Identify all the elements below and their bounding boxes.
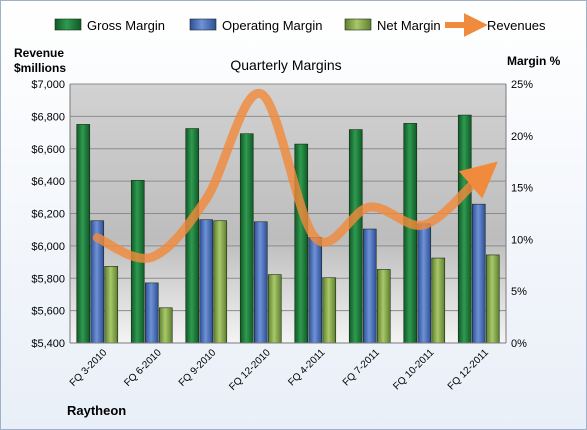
legend-label: Operating Margin: [222, 18, 322, 33]
operating-margin-bar: [144, 282, 159, 344]
right-tick-label: 5%: [511, 286, 527, 298]
net-margin-bar: [322, 277, 337, 344]
gross-margin-bar: [294, 143, 309, 344]
right-tick-label: 0%: [511, 338, 527, 350]
legend-gross-margin: Gross Margin: [54, 18, 165, 33]
operating-margin-bar: [253, 221, 268, 344]
gross-margin-bar: [457, 114, 472, 344]
right-tick-label: 10%: [511, 234, 533, 246]
gross-margin-bar: [348, 129, 363, 344]
category-label: FQ 10-2011: [391, 347, 436, 392]
chart-title: Quarterly Margins: [230, 57, 341, 73]
legend-swatch: [54, 18, 82, 31]
revenues-line: [92, 89, 498, 263]
legend-label: Revenues: [487, 18, 546, 33]
operating-margin-bar: [308, 237, 323, 344]
category-label: FQ 4-2011: [286, 347, 327, 388]
company-label: Raytheon: [67, 403, 126, 418]
net-margin-bar: [158, 307, 173, 344]
legend-label: Net Margin: [377, 18, 441, 33]
left-axis-title-line1: Revenue: [14, 46, 64, 60]
left-tick-label: $6,400: [31, 176, 65, 188]
net-margin-bar: [431, 257, 446, 344]
net-margin-bar: [376, 269, 391, 344]
left-tick-label: $6,200: [31, 209, 65, 221]
legend-swatch: [189, 18, 217, 31]
category-label: FQ 12-2011: [446, 347, 491, 392]
legend-operating-margin: Operating Margin: [189, 18, 322, 33]
net-margin-bar: [267, 274, 282, 344]
left-tick-label: $5,400: [31, 338, 65, 350]
left-tick-label: $7,000: [31, 79, 65, 91]
category-label: FQ 12-2010: [227, 347, 273, 393]
category-label: FQ 9-2010: [177, 347, 219, 389]
gross-margin-bar: [403, 123, 418, 344]
legend-net-margin: Net Margin: [344, 18, 441, 33]
net-margin-bar: [104, 266, 119, 344]
category-label: FQ 7-2011: [341, 347, 382, 388]
left-tick-label: $6,800: [31, 111, 65, 123]
left-tick-label: $5,600: [31, 306, 65, 318]
operating-margin-bar: [362, 228, 377, 344]
left-tick-label: $5,800: [31, 273, 65, 285]
net-margin-bar: [485, 254, 500, 344]
gross-margin-bar: [239, 133, 254, 344]
left-tick-label: $6,000: [31, 241, 65, 253]
operating-margin-bar: [471, 203, 486, 344]
legend-revenues: Revenues: [445, 13, 546, 37]
right-tick-label: 20%: [511, 131, 533, 143]
net-margin-bar: [213, 220, 228, 344]
category-label: FQ 6-2010: [122, 347, 164, 389]
gross-margin-bar: [185, 128, 200, 344]
gross-margin-bar: [76, 124, 91, 344]
left-axis-title-line2: $millions: [14, 61, 66, 75]
left-tick-label: $6,600: [31, 144, 65, 156]
operating-margin-bar: [199, 219, 214, 344]
operating-margin-bar: [417, 223, 432, 344]
legend-label: Gross Margin: [87, 18, 165, 33]
category-label: FQ 3-2010: [68, 347, 110, 389]
right-tick-label: 15%: [511, 183, 533, 195]
right-tick-label: 25%: [511, 79, 533, 91]
legend-swatch: [344, 18, 372, 31]
right-axis-title: Margin %: [507, 54, 561, 68]
